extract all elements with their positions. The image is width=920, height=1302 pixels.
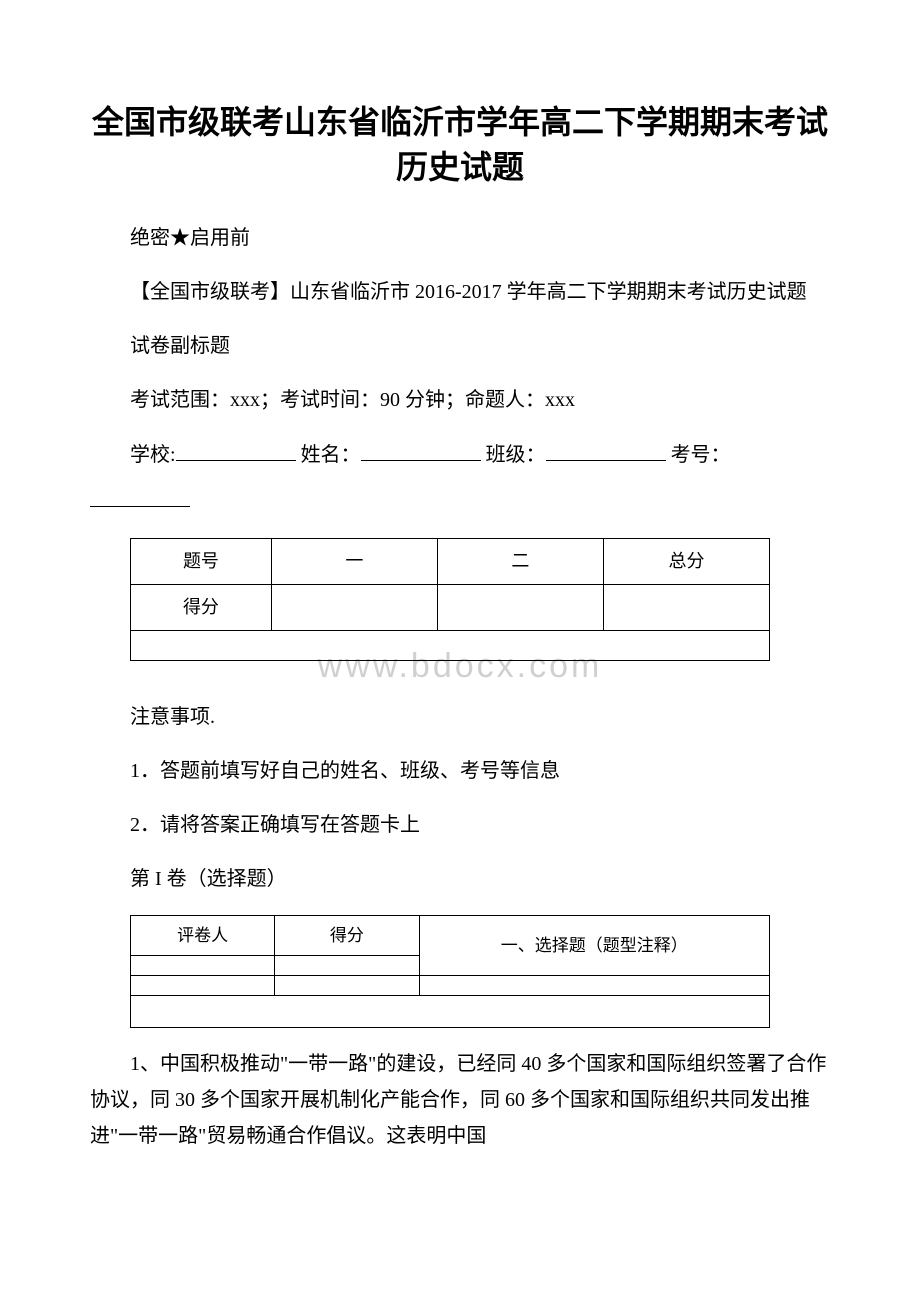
full-title: 【全国市级联考】山东省临沂市 2016-2017 学年高二下学期期末考试历史试题 bbox=[90, 274, 830, 310]
table-row: 得分 bbox=[131, 584, 770, 630]
notice-title: 注意事项. bbox=[90, 699, 830, 735]
grader-blank bbox=[131, 955, 275, 975]
cell-total-label: 总分 bbox=[603, 538, 769, 584]
table-row bbox=[131, 630, 770, 660]
section-table: 评卷人 得分 一、选择题（题型注释） bbox=[130, 915, 770, 1028]
cell-score-2 bbox=[437, 584, 603, 630]
blank-cell bbox=[275, 975, 419, 995]
notice-1: 1．答题前填写好自己的姓名、班级、考号等信息 bbox=[90, 753, 830, 789]
class-label: 班级： bbox=[486, 444, 546, 466]
id-blank bbox=[90, 483, 190, 507]
table-row bbox=[131, 995, 770, 1027]
score-table: 题号 一 二 总分 得分 bbox=[130, 538, 770, 661]
notice-2: 2．请将答案正确填写在答题卡上 bbox=[90, 807, 830, 843]
score-blank bbox=[275, 955, 419, 975]
table-row: 评卷人 得分 一、选择题（题型注释） bbox=[131, 915, 770, 955]
page-title: 全国市级联考山东省临沂市学年高二下学期期末考试历史试题 bbox=[90, 100, 830, 190]
student-info-line: 学校: 姓名： 班级： 考号： bbox=[90, 436, 830, 474]
section-heading: 一、选择题（题型注释） bbox=[419, 915, 769, 975]
confidential-line: 绝密★启用前 bbox=[90, 220, 830, 256]
volume-label: 第 I 卷（选择题） bbox=[90, 861, 830, 897]
question-1: 1、中国积极推动"一带一路"的建设，已经同 40 多个国家和国际组织签署了合作协… bbox=[90, 1046, 830, 1154]
table-row: 题号 一 二 总分 bbox=[131, 538, 770, 584]
table-row bbox=[131, 975, 770, 995]
school-blank bbox=[176, 437, 296, 461]
school-label: 学校: bbox=[130, 444, 176, 466]
id-label: 考号： bbox=[671, 444, 731, 466]
name-blank bbox=[361, 437, 481, 461]
cell-score-label: 得分 bbox=[131, 584, 272, 630]
cell-score-1 bbox=[271, 584, 437, 630]
empty-cell bbox=[131, 630, 770, 660]
class-blank bbox=[546, 437, 666, 461]
score-label: 得分 bbox=[275, 915, 419, 955]
blank-cell bbox=[131, 995, 770, 1027]
blank-cell bbox=[419, 975, 769, 995]
exam-info: 考试范围：xxx；考试时间：90 分钟；命题人：xxx bbox=[90, 382, 830, 418]
id-blank-line bbox=[90, 482, 830, 520]
cell-section-1: 一 bbox=[271, 538, 437, 584]
blank-cell bbox=[131, 975, 275, 995]
cell-score-total bbox=[603, 584, 769, 630]
subtitle: 试卷副标题 bbox=[90, 328, 830, 364]
cell-section-2: 二 bbox=[437, 538, 603, 584]
name-label: 姓名： bbox=[301, 444, 361, 466]
cell-qnum-label: 题号 bbox=[131, 538, 272, 584]
grader-label: 评卷人 bbox=[131, 915, 275, 955]
